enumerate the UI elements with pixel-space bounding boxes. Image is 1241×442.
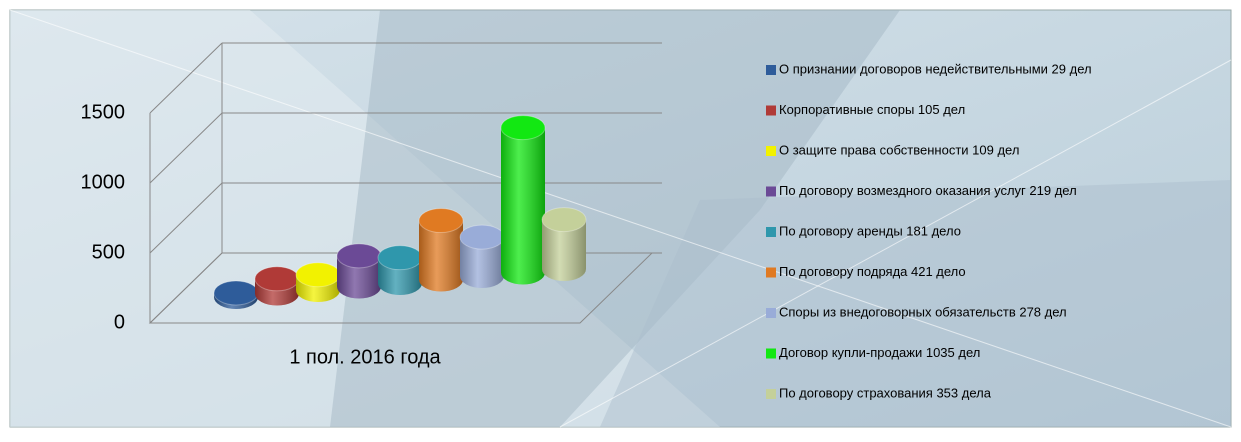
- legend-label: По договору аренды 181 дело: [779, 223, 961, 238]
- legend-label: По договору страхования 353 дела: [779, 385, 992, 400]
- decor: [559, 59, 1232, 428]
- y-tick-label: 1000: [81, 171, 126, 193]
- plot: 0 500 1000 1500 О признании договоров недейс…: [81, 42, 1092, 400]
- legend-swatch: [766, 389, 776, 399]
- bar-top: [213, 280, 259, 306]
- bar-top: [500, 115, 546, 141]
- bar: [377, 245, 423, 295]
- bar: [336, 243, 382, 299]
- bar-shade: [542, 219, 586, 281]
- bar: [459, 224, 505, 288]
- legend-swatch: [766, 186, 776, 197]
- grid-line: [149, 182, 223, 254]
- legend-label: Споры из внедоговорных обязательств 278 …: [779, 304, 1067, 319]
- bar-shade: [337, 255, 381, 299]
- bar: [213, 280, 259, 309]
- legend-label: По договору подряда 421 дело: [779, 264, 966, 279]
- grid-line: [149, 112, 223, 184]
- bar-top: [459, 224, 505, 250]
- legend-swatch: [766, 146, 776, 156]
- legend-swatch: [766, 348, 776, 359]
- grid-line: [149, 252, 223, 324]
- bar-shade: [419, 220, 463, 292]
- grid-line: [149, 42, 223, 114]
- legend-swatch: [766, 105, 776, 116]
- bar-shade: [460, 237, 504, 288]
- legend-label: О защите права собственности 109 дел: [779, 142, 1019, 157]
- decor: [600, 180, 1231, 427]
- bar-shade: [501, 127, 545, 285]
- legend-label: О признании договоров недействительными …: [779, 61, 1092, 76]
- y-tick-label: 500: [92, 241, 125, 263]
- bar-top: [377, 245, 423, 271]
- legend-swatch: [766, 308, 776, 318]
- x-tick-label: 1 пол. 2016 года: [289, 346, 441, 368]
- bar: [254, 266, 300, 306]
- bar: [541, 207, 587, 281]
- bar-top: [295, 262, 341, 288]
- legend-swatch: [766, 227, 776, 237]
- legend-label: По договору возмездного оказания услуг 2…: [779, 183, 1077, 198]
- decor: [9, 9, 1232, 428]
- bar-top: [336, 243, 382, 269]
- legend-swatch: [766, 267, 776, 278]
- bar-top: [418, 208, 464, 234]
- legend-label: Договор купли-продажи 1035 дел: [779, 345, 980, 360]
- y-tick-label: 1500: [81, 101, 126, 123]
- bar: [295, 262, 341, 302]
- legend-label: Корпоративные споры 105 дел: [779, 102, 965, 117]
- bar-top: [541, 207, 587, 233]
- bar: [418, 208, 464, 292]
- y-tick-label: 0: [114, 311, 125, 333]
- legend-swatch: [766, 65, 776, 75]
- bar: [500, 115, 546, 285]
- bar-top: [254, 266, 300, 292]
